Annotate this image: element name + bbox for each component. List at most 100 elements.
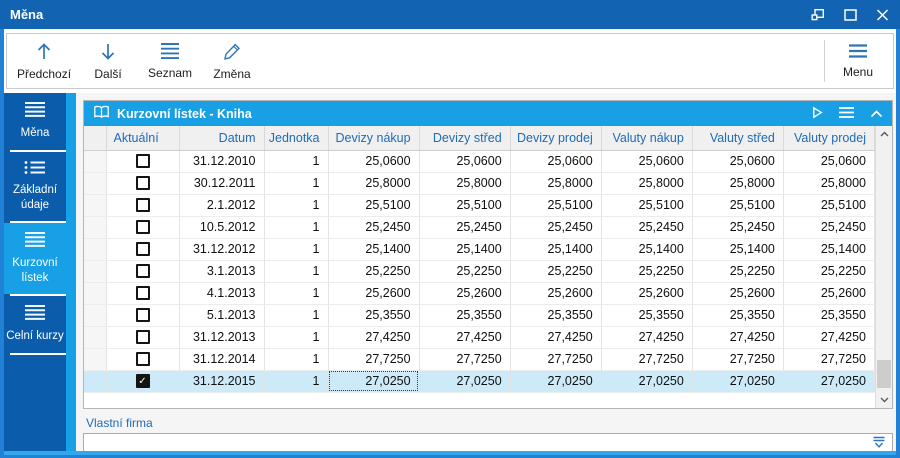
sidebar-item-celni-kurzy[interactable]: Celní kurzy (4, 296, 66, 353)
maximize-icon[interactable] (842, 8, 858, 22)
cell-rate[interactable]: 25,2450 (510, 216, 602, 239)
cell-rate[interactable]: 27,4250 (692, 326, 784, 349)
cell-aktualni[interactable] (106, 172, 180, 195)
cell-rate[interactable]: 27,0250 (783, 370, 875, 393)
scroll-down-icon[interactable] (876, 392, 892, 408)
cell-rate[interactable]: 25,8000 (783, 172, 875, 195)
toolbar-button-zmena[interactable]: Změna (201, 34, 263, 88)
cell-aktualni[interactable] (106, 260, 180, 283)
cell-rate[interactable]: 25,2450 (601, 216, 693, 239)
cell-datum[interactable]: 31.12.2010 (179, 150, 265, 173)
cell-rate[interactable]: 25,2600 (510, 282, 602, 305)
cell-jednotka[interactable]: 1 (264, 326, 329, 349)
cell-datum[interactable]: 5.1.2013 (179, 304, 265, 327)
cell-datum[interactable]: 31.12.2015 (179, 370, 265, 393)
cell-jednotka[interactable]: 1 (264, 260, 329, 283)
cell-datum[interactable]: 4.1.2013 (179, 282, 265, 305)
cell-rate[interactable]: 25,2250 (783, 260, 875, 283)
vertical-scrollbar[interactable] (875, 126, 892, 408)
row-indicator[interactable] (84, 216, 107, 239)
cell-rate[interactable]: 25,1400 (692, 238, 784, 261)
row-indicator[interactable] (84, 282, 107, 305)
cell-rate[interactable]: 25,1400 (510, 238, 602, 261)
cell-rate[interactable]: 25,8000 (692, 172, 784, 195)
row-indicator[interactable] (84, 260, 107, 283)
cell-rate[interactable]: 25,2600 (783, 282, 875, 305)
cell-rate[interactable]: 25,2250 (419, 260, 511, 283)
cell-jednotka[interactable]: 1 (264, 194, 329, 217)
cell-rate[interactable]: 25,3550 (692, 304, 784, 327)
close-icon[interactable] (874, 8, 890, 22)
cell-jednotka[interactable]: 1 (264, 172, 329, 195)
cell-rate[interactable]: 25,3550 (419, 304, 511, 327)
cell-rate[interactable]: 25,1400 (419, 238, 511, 261)
cell-jednotka[interactable]: 1 (264, 304, 329, 327)
row-indicator[interactable] (84, 370, 107, 393)
scrollbar-thumb[interactable] (877, 360, 891, 388)
cell-rate[interactable]: 25,2600 (601, 282, 693, 305)
aktualni-checkbox[interactable] (135, 242, 150, 257)
aktualni-checkbox[interactable] (135, 198, 150, 213)
cell-rate[interactable]: 25,3550 (510, 304, 602, 327)
cell-rate[interactable]: 25,0600 (419, 150, 511, 173)
cell-aktualni[interactable] (106, 326, 180, 349)
cell-aktualni[interactable] (106, 150, 180, 173)
cell-rate[interactable]: 25,2600 (692, 282, 784, 305)
collapse-icon[interactable] (870, 107, 883, 121)
cell-rate[interactable]: 27,7250 (692, 348, 784, 371)
cell-rate[interactable]: 25,2250 (692, 260, 784, 283)
cell-datum[interactable]: 31.12.2012 (179, 238, 265, 261)
cell-rate[interactable]: 25,2250 (328, 260, 420, 283)
cell-rate[interactable]: 27,0250 (601, 370, 693, 393)
aktualni-checkbox[interactable] (135, 220, 150, 235)
column-header[interactable]: Aktuální (106, 126, 180, 151)
cell-rate[interactable]: 25,2450 (419, 216, 511, 239)
cell-rate[interactable]: 25,8000 (419, 172, 511, 195)
cell-rate[interactable]: 25,1400 (601, 238, 693, 261)
cell-rate[interactable]: 27,7250 (328, 348, 420, 371)
cell-rate[interactable]: 27,7250 (601, 348, 693, 371)
panel-menu-icon[interactable] (838, 106, 855, 122)
cell-rate[interactable]: 25,2450 (783, 216, 875, 239)
column-header[interactable]: Devizy střed (419, 126, 511, 151)
cell-rate[interactable]: 25,8000 (328, 172, 420, 195)
cell-rate[interactable]: 25,3550 (783, 304, 875, 327)
cell-jednotka[interactable]: 1 (264, 348, 329, 371)
menu-button[interactable]: Menu (827, 34, 889, 88)
sidebar-item-kurzovni-li-stek[interactable]: Kurzovní lístek (4, 222, 66, 294)
cell-rate[interactable]: 25,0600 (692, 150, 784, 173)
aktualni-checkbox[interactable] (135, 308, 150, 323)
cell-datum[interactable]: 30.12.2011 (179, 172, 265, 195)
cell-rate[interactable]: 25,1400 (328, 238, 420, 261)
cell-rate[interactable]: 25,5100 (692, 194, 784, 217)
aktualni-checkbox[interactable] (135, 264, 150, 279)
cell-rate[interactable]: 27,7250 (510, 348, 602, 371)
cell-aktualni[interactable] (106, 216, 180, 239)
column-header[interactable]: Valuty prodej (783, 126, 875, 151)
sidebar-item-me-na[interactable]: Měna (4, 93, 66, 150)
cell-aktualni[interactable] (106, 238, 180, 261)
cell-rate[interactable]: 27,4250 (601, 326, 693, 349)
aktualni-checkbox[interactable] (135, 330, 150, 345)
cell-rate[interactable]: 27,4250 (510, 326, 602, 349)
cell-datum[interactable]: 31.12.2013 (179, 326, 265, 349)
column-header[interactable]: Jednotka (264, 126, 329, 151)
aktualni-checkbox[interactable]: ✓ (135, 374, 150, 389)
cell-rate[interactable]: 27,4250 (328, 326, 420, 349)
cell-rate[interactable]: 25,0600 (783, 150, 875, 173)
cell-rate[interactable]: 27,7250 (419, 348, 511, 371)
row-indicator[interactable] (84, 348, 107, 371)
cell-rate[interactable]: 25,8000 (510, 172, 602, 195)
cell-aktualni[interactable]: ✓ (106, 370, 180, 393)
cell-rate[interactable]: 25,5100 (783, 194, 875, 217)
cell-rate[interactable]: 25,2450 (692, 216, 784, 239)
cell-rate[interactable]: 27,7250 (783, 348, 875, 371)
cell-rate[interactable]: 25,5100 (419, 194, 511, 217)
toolbar-button-dalsi[interactable]: Další (77, 34, 139, 88)
row-indicator[interactable] (84, 238, 107, 261)
cell-jednotka[interactable]: 1 (264, 282, 329, 305)
cell-rate[interactable]: 25,2250 (601, 260, 693, 283)
row-indicator[interactable] (84, 304, 107, 327)
play-icon[interactable] (812, 106, 823, 122)
row-indicator[interactable] (84, 172, 107, 195)
